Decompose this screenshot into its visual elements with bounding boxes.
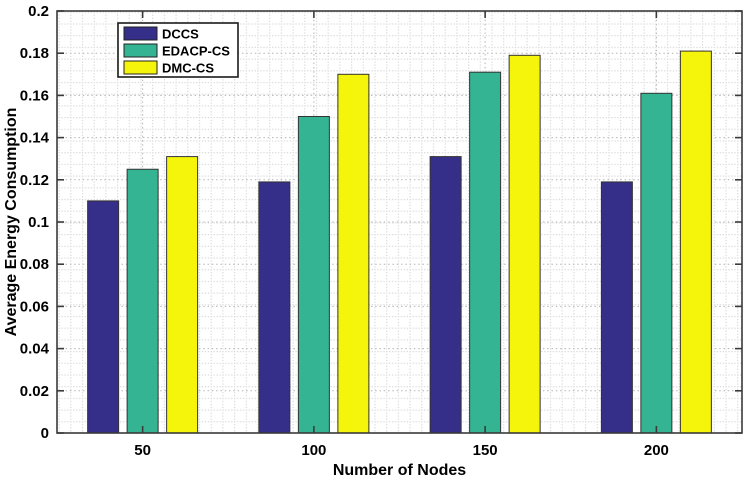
legend-swatch-edacp-cs xyxy=(123,43,158,58)
legend: DCCS EDACP-CS DMC-CS xyxy=(117,22,239,78)
legend-label-edacp-cs: EDACP-CS xyxy=(162,44,230,59)
y-tick-label: 0.1 xyxy=(28,214,49,231)
legend-swatch-dccs xyxy=(123,26,158,41)
x-tick-label: 50 xyxy=(134,442,151,459)
bar-dccs-50 xyxy=(87,200,120,434)
x-tick-label: 200 xyxy=(644,442,669,459)
y-tick-label: 0 xyxy=(41,425,49,442)
y-tick-label: 0.2 xyxy=(28,3,49,20)
x-axis-label: Number of Nodes xyxy=(333,462,466,479)
bar-edacp-cs-200 xyxy=(640,92,673,434)
x-tick-label: 150 xyxy=(473,442,498,459)
legend-label-dccs: DCCS xyxy=(162,27,199,42)
axes xyxy=(56,10,743,434)
bar-dccs-100 xyxy=(258,181,291,434)
bar-edacp-cs-100 xyxy=(297,116,330,434)
y-tick-label: 0.12 xyxy=(20,172,49,189)
y-tick-label: 0.16 xyxy=(20,87,49,104)
y-axis-label: Average Energy Consumption xyxy=(3,108,20,337)
x-tick-label: 100 xyxy=(301,442,326,459)
bar-edacp-cs-50 xyxy=(126,168,159,434)
bar-dmc-cs-200 xyxy=(679,50,712,434)
bar-dccs-150 xyxy=(429,156,462,434)
y-tick-label: 0.06 xyxy=(20,298,49,315)
bar-dmc-cs-100 xyxy=(337,73,370,434)
y-tick-label: 0.08 xyxy=(20,256,49,273)
y-tick-label: 0.14 xyxy=(20,130,50,147)
legend-swatch-dmc-cs xyxy=(123,60,158,75)
bar-dccs-200 xyxy=(600,181,633,434)
bars-group xyxy=(87,50,712,434)
y-tick-label: 0.18 xyxy=(20,45,49,62)
y-tick-label: 0.04 xyxy=(20,341,50,358)
bar-dmc-cs-150 xyxy=(508,54,541,434)
bar-dmc-cs-50 xyxy=(166,156,199,434)
bar-edacp-cs-150 xyxy=(469,71,502,434)
y-tick-label: 0.02 xyxy=(20,383,49,400)
legend-label-dmc-cs: DMC-CS xyxy=(162,61,214,76)
